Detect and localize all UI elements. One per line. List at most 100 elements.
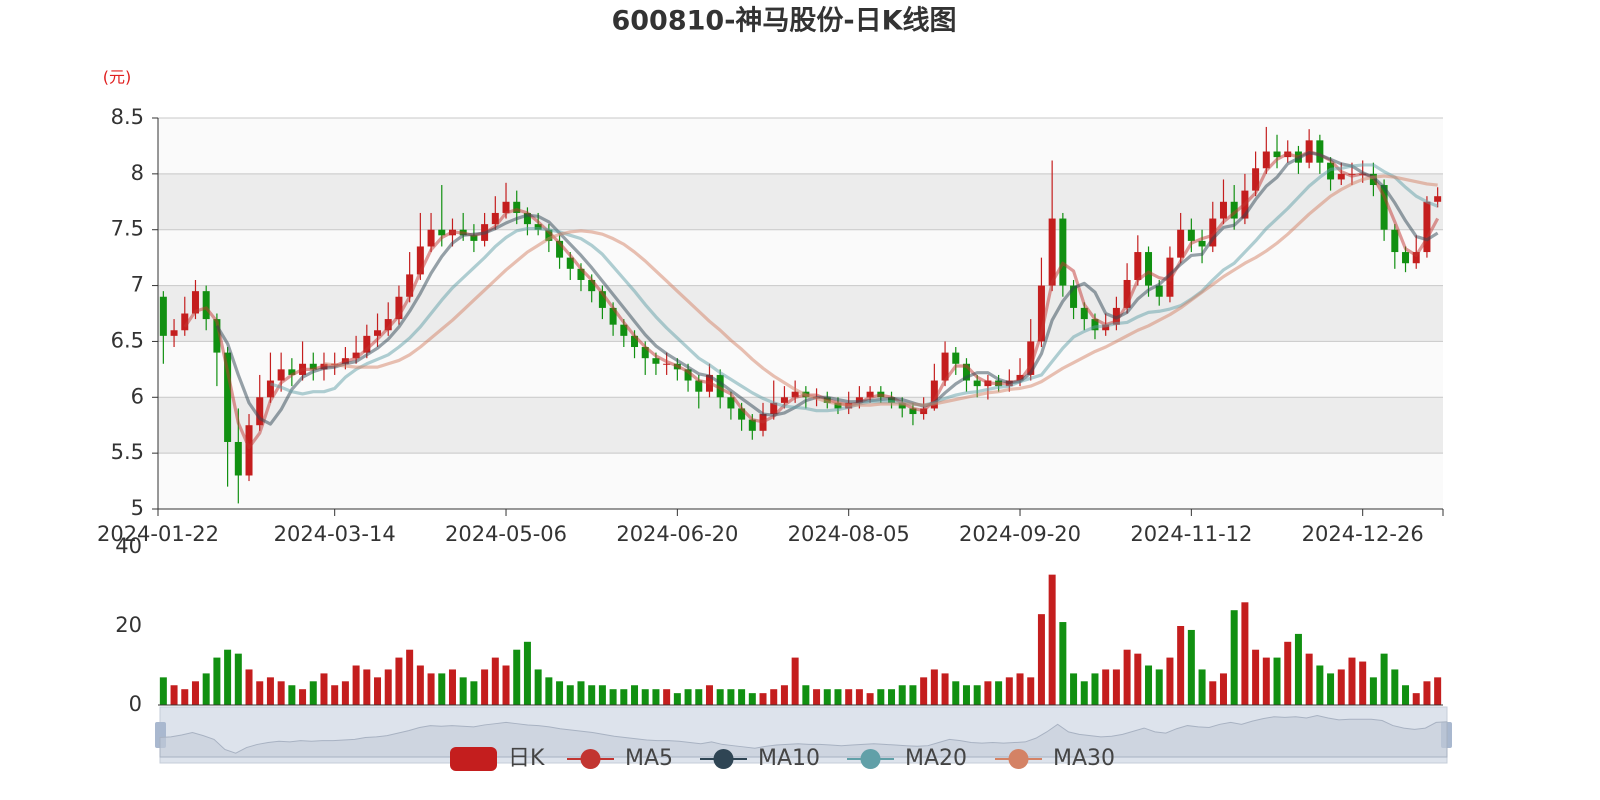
candle-body — [780, 397, 788, 403]
volume-bar — [191, 681, 199, 705]
volume-bar — [1337, 669, 1345, 705]
candle-body — [1155, 285, 1163, 297]
y-tick-label: 8 — [131, 161, 144, 185]
volume-bar — [1434, 677, 1442, 705]
candle-body — [1402, 252, 1410, 264]
y-tick-label: 5.5 — [111, 440, 144, 464]
candle-body — [224, 352, 232, 442]
candle-body — [834, 402, 842, 409]
volume-bar — [588, 685, 596, 705]
candle-body — [1380, 185, 1388, 230]
candle-body — [855, 397, 863, 403]
candle-body — [1070, 285, 1078, 308]
volume-bar — [545, 677, 553, 705]
volume-bar — [245, 669, 253, 705]
volume-bar — [1102, 669, 1110, 705]
volume-bar — [695, 689, 703, 705]
volume-bar — [331, 685, 339, 705]
candle-body — [406, 274, 414, 297]
candle-body — [1016, 374, 1024, 381]
candle-body — [202, 291, 210, 320]
y-tick-label: 5 — [131, 496, 144, 520]
volume-bar — [1412, 693, 1420, 705]
x-tick-label: 2024-09-20 — [959, 522, 1081, 546]
candle-body — [245, 425, 253, 476]
candle-body — [952, 352, 960, 364]
candle-body — [1048, 218, 1056, 286]
volume-bar — [1230, 610, 1238, 705]
volume-bar — [341, 681, 349, 705]
candle-body — [438, 229, 446, 236]
volume-bar — [459, 677, 467, 705]
volume-bar — [1037, 614, 1045, 705]
y-tick-label: 7 — [131, 273, 144, 297]
candle-body — [1423, 201, 1431, 253]
volume-bar — [1294, 633, 1302, 705]
y-tick-label: 7.5 — [111, 217, 144, 241]
volume-bar — [823, 689, 831, 705]
volume-bar — [384, 669, 392, 705]
candle-body — [1134, 252, 1142, 280]
candle-body — [631, 335, 639, 348]
volume-bar — [1145, 665, 1153, 705]
x-tick-label: 2024-11-12 — [1130, 522, 1252, 546]
candle-body — [266, 380, 274, 398]
volume-bar — [363, 669, 371, 705]
volume-bar — [984, 681, 992, 705]
candle-body — [1059, 218, 1067, 286]
volume-bar — [427, 673, 435, 705]
legend-label: MA10 — [758, 746, 820, 771]
candle-body — [1187, 229, 1195, 241]
candle-body — [1219, 201, 1227, 219]
volume-bar — [1070, 673, 1078, 705]
volume-bar — [1284, 641, 1292, 705]
candle-body — [513, 201, 521, 213]
volume-bar — [834, 689, 842, 705]
zoom-preview — [159, 714, 1448, 758]
volume-bar — [181, 689, 189, 705]
legend-icon — [713, 749, 734, 769]
y-tick-label: 8.5 — [111, 105, 144, 129]
candle-body — [791, 391, 799, 398]
candle-body — [1177, 229, 1185, 258]
legend-label: MA5 — [625, 746, 673, 771]
volume-bar — [1219, 673, 1227, 705]
candle-body — [545, 229, 553, 241]
volume-bar — [1059, 622, 1067, 705]
split-area — [158, 453, 1443, 509]
volume-bar — [866, 693, 874, 705]
volume-bar — [716, 689, 724, 705]
candle-body — [363, 335, 371, 353]
candle-body — [748, 419, 756, 431]
candle-body — [738, 408, 746, 420]
volume-bar — [1005, 677, 1013, 705]
candle-body — [962, 363, 970, 381]
volume-bar — [1166, 657, 1174, 705]
candle-body — [1391, 229, 1399, 253]
volume-bar — [1048, 574, 1056, 705]
volume-bar — [1016, 673, 1024, 705]
x-tick-label: 2024-01-22 — [97, 522, 219, 546]
y-axis-unit: (元) — [103, 68, 132, 87]
candle-body — [491, 212, 499, 225]
volume-bar — [1198, 669, 1206, 705]
candle-body — [352, 352, 360, 359]
volume-bar — [759, 693, 767, 705]
x-tick-label: 2024-12-26 — [1302, 522, 1424, 546]
candle-body — [1102, 324, 1110, 331]
chart-title: 600810-神马股份-日K线图 — [611, 6, 956, 37]
volume-bar — [470, 681, 478, 705]
volume-bar — [748, 693, 756, 705]
volume-bar — [791, 657, 799, 705]
candle-body — [652, 358, 660, 364]
volume-bar — [159, 677, 167, 705]
split-area — [158, 229, 1443, 286]
candle-body — [727, 397, 735, 409]
volume-bar — [1305, 653, 1313, 705]
legend-label: 日K — [508, 746, 545, 771]
candle-body — [427, 229, 435, 247]
volume-bar — [1187, 629, 1195, 705]
candle-body — [1252, 168, 1260, 191]
y-tick-label: 6 — [131, 384, 144, 408]
split-area — [158, 285, 1443, 342]
